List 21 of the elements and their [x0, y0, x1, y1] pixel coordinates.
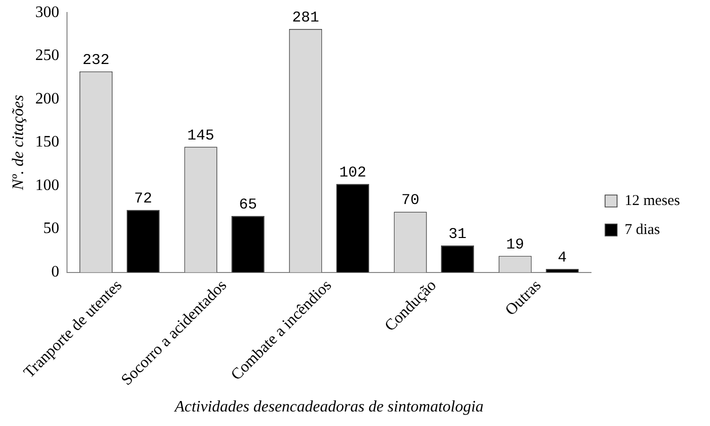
data-label: 65 [238, 196, 257, 214]
data-label: 72 [134, 190, 152, 208]
legend-label: 12 meses [624, 192, 680, 209]
legend-label: 7 dias [624, 222, 660, 238]
y-tick-label: 0 [51, 264, 60, 281]
y-tick-label: 250 [35, 47, 60, 64]
y-tick-label: 50 [43, 220, 60, 238]
data-label: 19 [506, 236, 524, 254]
y-tick-label: 300 [35, 4, 60, 21]
y-tick-label: 150 [35, 134, 60, 151]
y-axis-title: Nº. de citações [10, 94, 27, 192]
data-label: 70 [401, 192, 420, 210]
data-label: 31 [448, 226, 467, 243]
data-label: 145 [187, 127, 214, 144]
x-axis-title: Actividades desencadeadoras de sintomatologia [174, 398, 484, 416]
data-label: 102 [339, 164, 366, 182]
y-tick-label: 200 [35, 90, 60, 108]
data-label: 232 [82, 52, 110, 69]
data-label: 281 [292, 10, 320, 27]
data-label: 4 [558, 249, 567, 266]
y-tick-label: 100 [35, 176, 60, 194]
